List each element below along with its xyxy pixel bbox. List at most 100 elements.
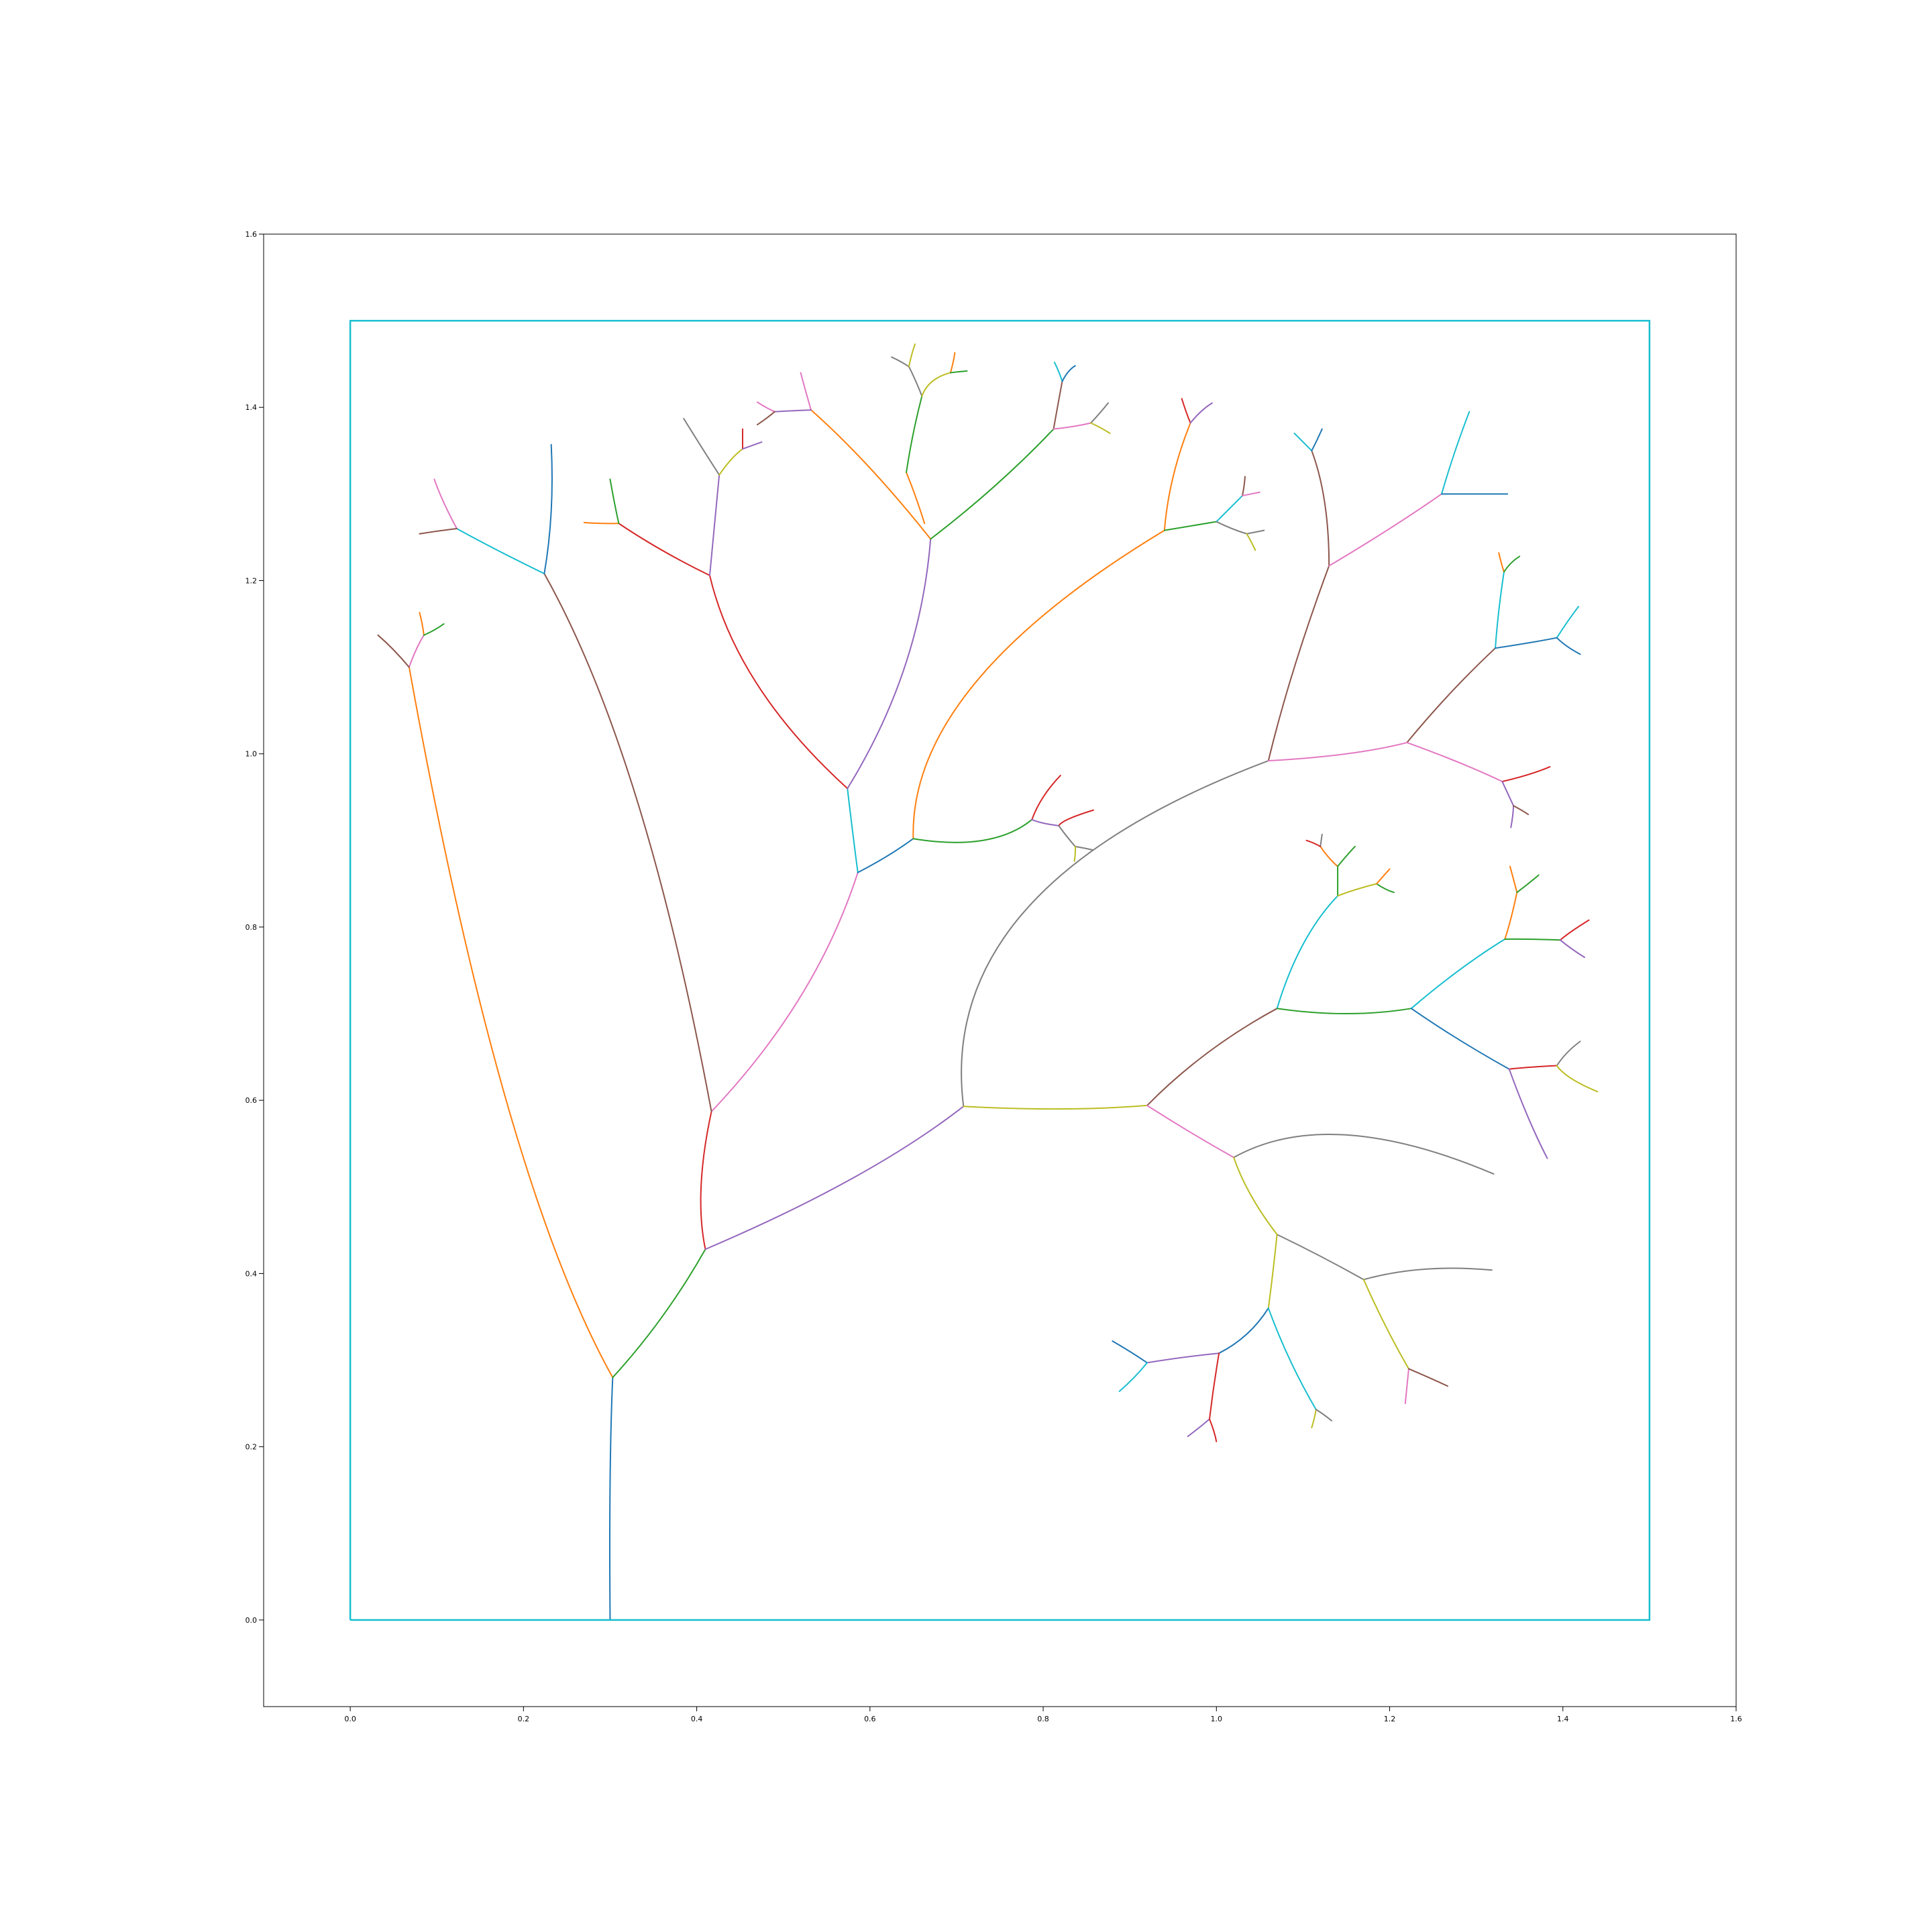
branch-line-30 bbox=[773, 409, 812, 413]
branch-line-17 bbox=[708, 574, 849, 790]
branch-line-55 bbox=[1163, 422, 1191, 531]
branch-line-7 bbox=[455, 528, 545, 575]
branch-line-47 bbox=[912, 529, 1165, 840]
branch-line-66 bbox=[963, 1104, 1148, 1110]
y-tick-label: 1.6 bbox=[246, 230, 258, 239]
branch-line-96 bbox=[1305, 839, 1322, 847]
branch-line-1 bbox=[408, 666, 614, 1379]
branch-line-35 bbox=[908, 366, 923, 397]
branch-line-69 bbox=[1311, 449, 1330, 567]
branch-line-38 bbox=[908, 343, 916, 368]
branch-line-107 bbox=[1508, 1065, 1558, 1070]
branch-line-110 bbox=[1556, 1065, 1599, 1093]
branch-line-64 bbox=[1246, 533, 1256, 551]
branch-layer bbox=[377, 343, 1599, 1621]
branch-line-113 bbox=[1276, 1234, 1364, 1281]
branch-line-59 bbox=[1216, 494, 1244, 523]
branch-line-22 bbox=[609, 478, 620, 525]
branch-line-124 bbox=[1118, 1362, 1148, 1393]
branch-line-67 bbox=[1267, 565, 1330, 762]
branch-line-9 bbox=[433, 478, 458, 529]
branch-line-13 bbox=[419, 612, 425, 636]
y-tick-label: 0.6 bbox=[246, 1096, 258, 1105]
branch-line-127 bbox=[1311, 1409, 1317, 1429]
x-tick-label: 1.0 bbox=[1211, 1715, 1223, 1723]
branch-line-83 bbox=[1501, 766, 1551, 783]
branch-line-84 bbox=[1501, 781, 1515, 807]
x-tick-label: 0.4 bbox=[691, 1715, 703, 1723]
branch-line-75 bbox=[1406, 647, 1497, 743]
x-tick-label: 0.2 bbox=[518, 1715, 530, 1723]
branch-line-101 bbox=[1504, 892, 1518, 941]
branch-line-94 bbox=[1337, 845, 1356, 867]
branch-line-114 bbox=[1267, 1234, 1278, 1309]
branch-line-111 bbox=[1233, 1134, 1495, 1175]
branch-line-108 bbox=[1508, 1068, 1548, 1159]
branch-line-88 bbox=[1146, 1104, 1235, 1159]
branch-line-126 bbox=[1208, 1418, 1218, 1442]
boundary-square bbox=[349, 319, 1651, 1621]
branch-line-100 bbox=[1410, 1008, 1510, 1070]
branch-line-40 bbox=[949, 370, 968, 374]
y-tick-label: 0.2 bbox=[246, 1443, 258, 1452]
x-tick-label: 1.6 bbox=[1730, 1715, 1742, 1723]
branch-line-98 bbox=[1376, 868, 1391, 885]
branch-line-10 bbox=[419, 528, 458, 535]
branch-line-120 bbox=[1267, 1307, 1317, 1411]
branch-line-33 bbox=[906, 472, 926, 525]
branch-line-79 bbox=[1498, 552, 1505, 573]
branch-line-16 bbox=[857, 838, 914, 873]
branch-line-90 bbox=[1276, 1008, 1412, 1015]
branch-line-42 bbox=[1053, 422, 1092, 430]
branch-line-26 bbox=[742, 441, 763, 450]
x-axis: 0.0 0.2 0.4 0.6 0.8 1.0 1.2 1.4 1.6 bbox=[344, 1707, 1742, 1723]
branch-line-123 bbox=[1112, 1340, 1148, 1364]
branch-line-49 bbox=[1031, 774, 1061, 820]
branch-line-112 bbox=[1233, 1157, 1278, 1236]
branch-line-104 bbox=[1516, 874, 1540, 894]
branch-line-105 bbox=[1559, 919, 1590, 941]
x-tick-label: 1.4 bbox=[1557, 1715, 1569, 1723]
branch-line-77 bbox=[1495, 571, 1505, 649]
x-tick-label: 0.0 bbox=[344, 1715, 356, 1723]
branch-line-115 bbox=[1362, 1267, 1493, 1281]
branch-line-20 bbox=[708, 474, 720, 576]
branch-line-82 bbox=[1556, 637, 1581, 655]
branch-line-41 bbox=[1053, 380, 1063, 430]
branch-line-85 bbox=[1510, 805, 1515, 828]
branch-line-70 bbox=[1328, 493, 1442, 567]
branch-line-97 bbox=[1376, 883, 1395, 894]
branch-line-102 bbox=[1504, 938, 1561, 941]
branch-line-15 bbox=[847, 788, 859, 873]
branch-line-14 bbox=[423, 623, 445, 636]
branch-line-46 bbox=[1090, 422, 1111, 434]
branch-line-45 bbox=[1090, 402, 1109, 424]
y-axis: 0.0 0.2 0.4 0.6 0.8 1.0 1.2 1.4 1.6 bbox=[246, 230, 264, 1625]
y-tick-label: 0.8 bbox=[246, 923, 258, 932]
branch-line-109 bbox=[1556, 1040, 1581, 1067]
branch-line-2 bbox=[612, 1248, 706, 1379]
axes-frame bbox=[263, 233, 1737, 1707]
branch-line-60 bbox=[1216, 521, 1248, 535]
branch-line-68 bbox=[1267, 741, 1408, 762]
branch-line-43 bbox=[1053, 362, 1063, 382]
plot-area bbox=[349, 319, 1651, 1621]
branch-line-19 bbox=[618, 523, 710, 576]
branch-line-34 bbox=[906, 395, 923, 474]
branch-line-4 bbox=[704, 1106, 965, 1250]
x-tick-label: 0.6 bbox=[864, 1715, 876, 1723]
branch-line-56 bbox=[1163, 521, 1218, 531]
branch-line-106 bbox=[1559, 939, 1586, 959]
branch-line-58 bbox=[1189, 402, 1213, 424]
branch-line-5 bbox=[710, 871, 859, 1112]
branch-line-76 bbox=[1406, 741, 1503, 783]
y-tick-label: 1.2 bbox=[246, 576, 258, 585]
branch-line-23 bbox=[683, 418, 720, 476]
branch-line-52 bbox=[1058, 824, 1076, 847]
branch-line-72 bbox=[1311, 428, 1323, 451]
branch-line-103 bbox=[1509, 865, 1518, 894]
branch-line-65 bbox=[961, 760, 1269, 1108]
branch-line-121 bbox=[1146, 1352, 1220, 1364]
